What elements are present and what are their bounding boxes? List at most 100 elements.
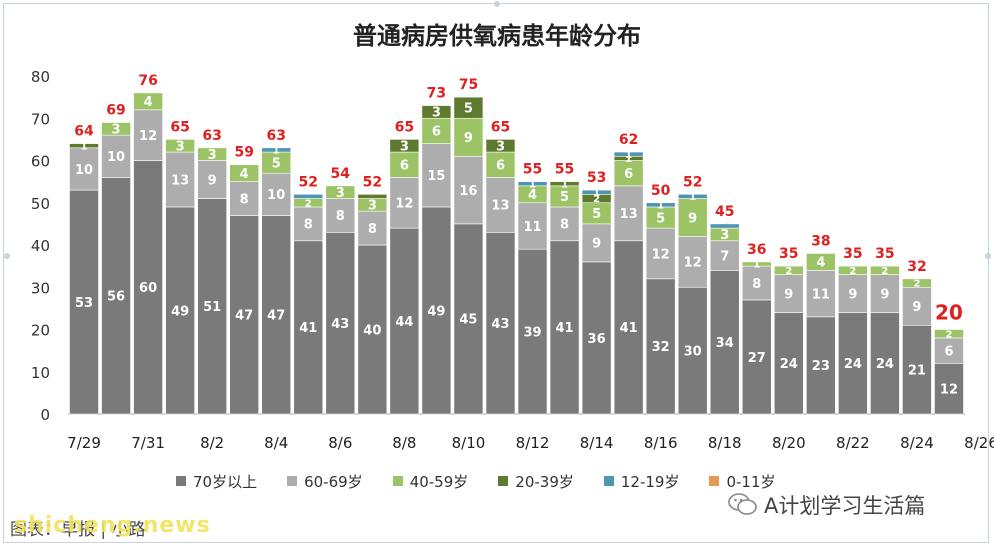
total-data-label: 35 (779, 246, 798, 262)
y-tick-label: 60 (31, 153, 50, 171)
y-tick-label: 80 (31, 68, 50, 86)
bar-segment (453, 223, 484, 415)
segment-data-label: 11 (812, 287, 830, 302)
segment-data-label: 1 (561, 179, 568, 190)
segment-data-label: 6 (400, 159, 409, 174)
total-data-label: 54 (331, 166, 351, 182)
segment-data-label: 10 (267, 188, 285, 203)
legend-item: 0-11岁 (709, 471, 776, 492)
bar-segment (485, 139, 516, 153)
bar-segment (197, 160, 227, 199)
segment-data-label: 41 (299, 321, 317, 336)
x-tick-label: 8/16 (644, 434, 678, 452)
y-tick-label: 40 (31, 237, 50, 255)
segment-data-label: 1 (593, 188, 600, 199)
segment-data-label: 13 (171, 173, 189, 188)
bar-segment (261, 147, 292, 153)
segment-data-label: 5 (656, 211, 665, 226)
bar-segment (389, 151, 420, 178)
total-data-label: 55 (555, 162, 574, 178)
segment-data-label: 13 (491, 199, 509, 214)
segment-data-label: 1 (689, 192, 696, 203)
resize-handle-top[interactable] (494, 1, 500, 7)
bar-segment (549, 181, 580, 187)
segment-data-label: 2 (849, 266, 856, 277)
segment-data-label: 36 (588, 332, 606, 347)
segment-data-label: 12 (684, 256, 702, 271)
bar-segment (581, 223, 612, 263)
segment-data-label: 3 (432, 106, 441, 121)
bar-segment (773, 265, 804, 275)
segment-data-label: 8 (368, 222, 377, 237)
bar-segment (645, 278, 676, 415)
site-watermark: shicheng.news (14, 513, 211, 538)
bar-segment (197, 147, 227, 161)
legend-label: 40-59岁 (409, 472, 469, 491)
bar-segment (261, 172, 292, 216)
segment-data-label: 3 (400, 140, 409, 155)
x-tick-label: 8/8 (392, 434, 416, 452)
legend-swatch (392, 476, 403, 486)
segment-data-label: 10 (75, 163, 93, 178)
segment-data-label: 3 (368, 199, 377, 214)
x-tick-label: 8/22 (836, 434, 870, 452)
bar-segment (549, 206, 580, 242)
y-tick-label: 20 (31, 322, 50, 340)
segment-data-label: 5 (560, 190, 569, 205)
total-data-label: 53 (587, 170, 606, 186)
segment-data-label: 3 (176, 140, 185, 155)
bar-segment (421, 117, 452, 144)
legend-label: 70岁以上 (193, 472, 258, 491)
segment-data-label: 12 (139, 129, 157, 144)
segment-data-label: 2 (593, 194, 600, 205)
bar-segment (613, 151, 644, 157)
segment-data-label: 5 (592, 207, 601, 222)
bar-segment (741, 261, 772, 267)
bar-segment (229, 215, 260, 415)
bar-segment (709, 240, 740, 271)
bar-segment (934, 329, 964, 339)
legend-item: 70岁以上 (176, 471, 257, 492)
bar-segment (838, 274, 868, 313)
segment-data-label: 8 (304, 218, 313, 233)
segment-data-label: 24 (844, 357, 862, 372)
segment-data-label: 9 (464, 131, 473, 146)
bar-segment (229, 181, 260, 216)
bar-segment (902, 324, 932, 415)
y-tick-label: 70 (31, 110, 50, 128)
segment-data-label: 10 (107, 150, 125, 165)
bar-segment (485, 232, 516, 415)
bar-segment (870, 312, 900, 415)
segment-data-label: 9 (784, 287, 793, 302)
bar-segment (934, 362, 964, 415)
segment-data-label: 1 (625, 150, 632, 161)
segment-data-label: 41 (620, 321, 638, 336)
y-tick-label: 50 (31, 195, 50, 213)
segment-data-label: 4 (144, 95, 153, 110)
segment-data-label: 49 (427, 304, 445, 319)
resize-handle-left[interactable] (4, 253, 10, 259)
total-data-label: 65 (395, 119, 414, 135)
segment-data-label: 23 (812, 359, 830, 374)
bar-segment (325, 185, 356, 199)
bar-segment (453, 117, 484, 157)
total-data-label: 59 (234, 145, 253, 161)
segment-data-label: 6 (624, 167, 633, 182)
bar-segment (389, 139, 420, 153)
bar-segment (613, 240, 644, 415)
segment-data-label: 9 (912, 300, 921, 315)
segment-data-label: 39 (523, 325, 541, 340)
total-data-label: 38 (811, 233, 830, 249)
bar-segment (773, 312, 804, 415)
bar-segment (389, 227, 420, 415)
resize-handle-right[interactable] (985, 253, 991, 259)
bar-segment (101, 134, 131, 178)
y-tick-label: 10 (31, 364, 50, 382)
segment-data-label: 1 (753, 260, 760, 271)
total-data-label: 20 (935, 301, 963, 325)
bar-segment (838, 265, 868, 275)
segment-data-label: 1 (657, 201, 664, 212)
bar-segment (741, 265, 772, 301)
bar-segment (101, 177, 131, 415)
total-data-label: 55 (523, 162, 542, 178)
